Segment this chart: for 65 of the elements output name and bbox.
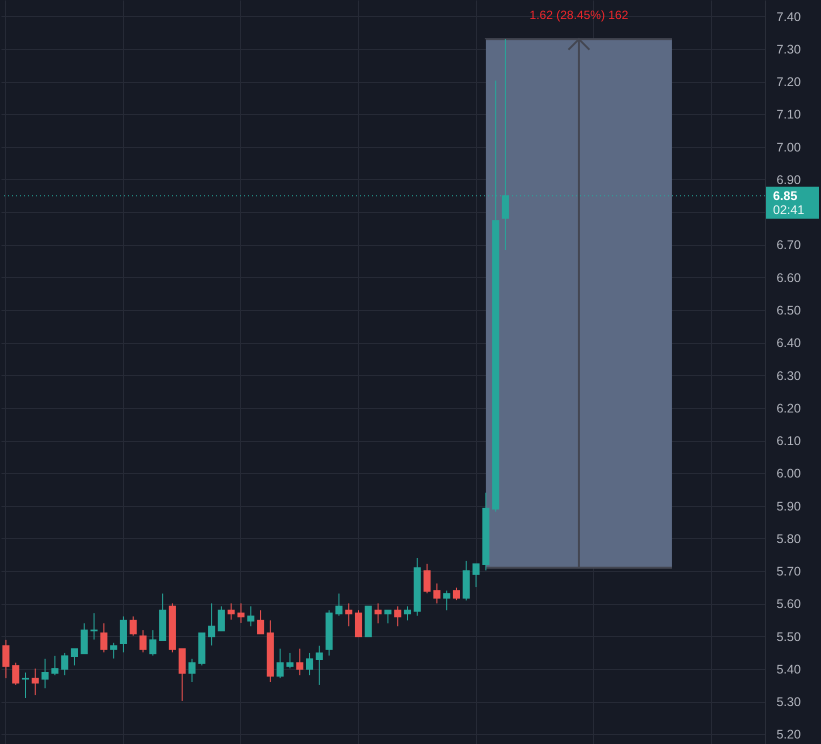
candlestick [188, 658, 196, 682]
y-tick-label: 6.70 [776, 238, 801, 252]
candlestick [90, 612, 98, 640]
candlestick [335, 593, 342, 616]
candlestick [247, 606, 254, 627]
y-tick-label: 5.50 [776, 630, 801, 644]
candlestick [452, 587, 460, 601]
candlestick [316, 645, 323, 686]
y-tick-label: 5.70 [776, 564, 801, 579]
candlestick [276, 648, 284, 679]
candlestick [61, 652, 68, 676]
y-tick-label: 6.40 [776, 336, 801, 350]
y-tick-label: 5.30 [776, 695, 801, 710]
candlestick [345, 602, 352, 627]
candlestick [80, 622, 88, 654]
candlestick [424, 563, 431, 594]
candlestick [237, 602, 245, 624]
candlestick [433, 582, 440, 604]
candlestick [51, 655, 58, 676]
candlestick [100, 622, 108, 653]
y-tick-label: 7.10 [776, 108, 801, 122]
candlestick [443, 590, 450, 611]
candlestick [306, 652, 314, 676]
candlestick [228, 602, 235, 620]
candlestick [130, 616, 137, 636]
candlestick [2, 639, 10, 679]
candlestick [374, 602, 382, 624]
candlestick [22, 672, 30, 698]
candlestick [472, 563, 480, 588]
y-tick-label: 6.00 [776, 466, 801, 481]
y-tick-label: 7.20 [776, 75, 801, 90]
y-tick-label: 6.30 [776, 368, 801, 383]
y-tick-label: 6.90 [776, 172, 801, 187]
candlestick [70, 648, 78, 666]
candlestick [286, 652, 294, 669]
y-tick-label: 5.60 [776, 597, 801, 612]
candlestick [404, 606, 412, 621]
ref-line-label: 6.85 [773, 188, 798, 203]
y-tick-label: 5.20 [776, 728, 801, 742]
candlestick [120, 616, 127, 653]
band-label: 1.62 (28.45%) 162 [530, 8, 629, 22]
y-tick-label: 6.10 [776, 434, 801, 448]
y-tick-label: 5.40 [776, 662, 801, 676]
y-tick-label: 6.20 [776, 401, 801, 416]
candlestick [32, 668, 39, 696]
candlestick [149, 630, 156, 656]
candlestick [384, 610, 392, 624]
y-tick-label: 5.80 [776, 532, 801, 546]
y-tick-label: 7.00 [776, 140, 801, 154]
candlestick [296, 648, 304, 676]
y-tick-label: 5.90 [776, 499, 801, 514]
candlestick [12, 662, 20, 686]
candlestick [139, 630, 147, 653]
y-tick-label: 7.40 [776, 10, 801, 24]
candlestick [110, 642, 118, 660]
y-tick-label: 7.30 [776, 42, 801, 56]
candlestick [394, 606, 402, 627]
candlestick [42, 658, 49, 689]
candlestick [208, 602, 216, 646]
text: 02:41 [773, 202, 804, 217]
y-tick-label: 6.60 [776, 270, 801, 285]
candlestick [354, 610, 362, 638]
candlestick [257, 610, 264, 634]
candlestick [218, 606, 225, 632]
y-tick-label: 6.50 [776, 304, 801, 318]
